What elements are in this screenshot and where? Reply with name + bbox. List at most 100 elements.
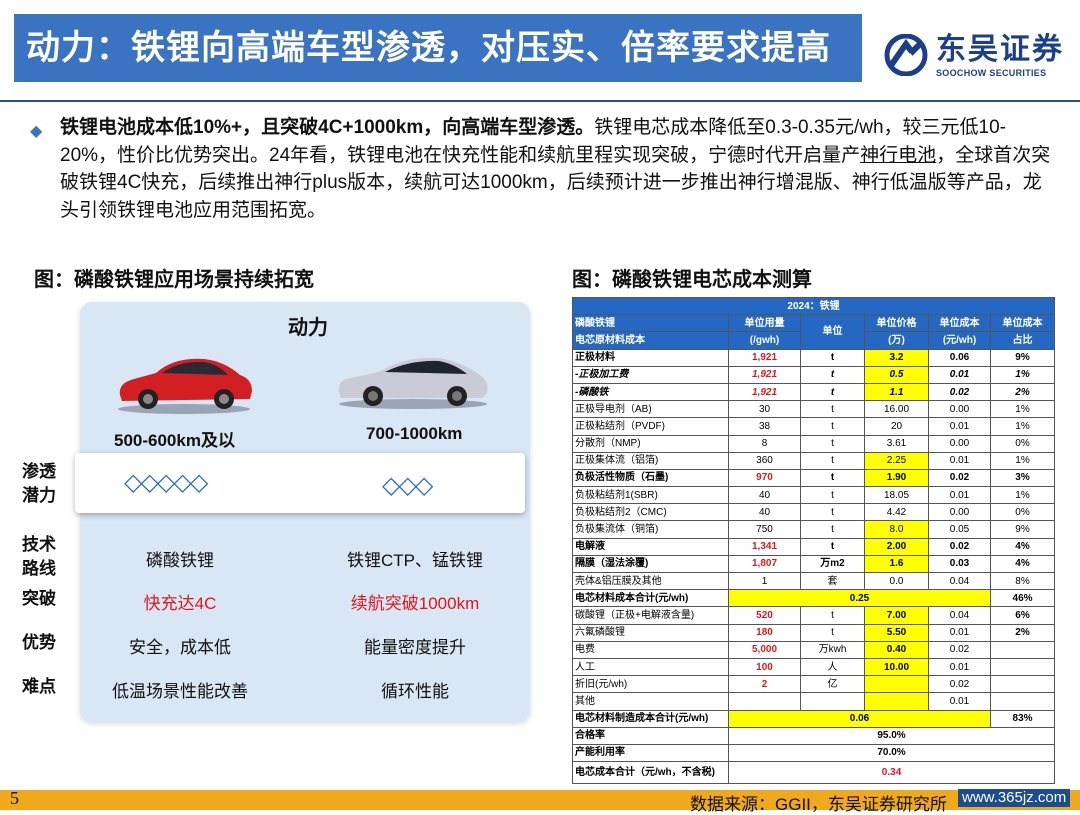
summary-bold: 铁锂电池成本低10%+，且突破4C+1000km，向高端车型渗透。	[60, 117, 595, 138]
share-cell	[989, 692, 1056, 711]
total-label: 电芯成本合计（元/wh，不含税)	[572, 761, 729, 785]
price-cell: 0.0	[864, 571, 929, 591]
advantage-1: 安全，成本低	[129, 638, 231, 657]
yield-label: 合格率	[572, 726, 729, 745]
price-cell: 3.2	[864, 348, 929, 367]
table-row: 电费 5,000 万kwh 0.40 0.02	[572, 640, 1056, 659]
cost-cell: 0.02	[928, 382, 991, 402]
silver-car-icon	[338, 357, 488, 409]
logo-mark-icon	[884, 34, 928, 76]
tech-route-1: 磷酸铁锂	[146, 551, 214, 570]
item-cell: 负极粘结剂1(SBR)	[572, 486, 729, 505]
logo-name-en: SOOCHOW SECURITIES	[936, 68, 1047, 78]
cost-cell: 0.05	[928, 520, 991, 539]
table-row: 正极材料 1,921 t 3.2 0.06 9%	[572, 348, 1056, 367]
share-cell: 3%	[989, 468, 1056, 488]
panel-title: 动力	[288, 317, 328, 339]
utilization-value: 70.0%	[727, 743, 1056, 763]
car2-range-label: 700-1000km	[366, 424, 463, 443]
cost-cell: 0.01	[928, 365, 991, 384]
page-number: 5	[10, 788, 19, 808]
penetration-band	[75, 453, 525, 513]
usage-cell: 750	[728, 520, 801, 539]
unit-cell: t	[800, 382, 865, 402]
cost-cell: 0.01	[928, 692, 991, 711]
item-cell: 电费	[572, 640, 729, 659]
cost-cell: 0.00	[928, 434, 991, 453]
usage-cell: 1,921	[728, 382, 801, 402]
car1-range-label: 500-600km及以下	[114, 431, 235, 450]
usage-cell: 2	[728, 675, 801, 694]
table-row: 六氟磷酸锂 180 t 5.50 0.01 2%	[572, 623, 1056, 642]
unit-cell	[800, 692, 865, 711]
unit-cell: t	[800, 348, 865, 367]
usage-cell: 40	[728, 486, 801, 505]
cost-cell: 0.04	[928, 571, 991, 591]
utilization-label: 产能利用率	[572, 743, 729, 763]
usage-cell: 40	[728, 503, 801, 522]
table-row: 负极粘结剂2（CMC) 40 t 4.42 0.00 0%	[572, 503, 1056, 522]
usage-cell: 520	[728, 606, 801, 625]
col-header-usage-sub: (/gwh)	[728, 331, 801, 350]
cost-cell: 0.01	[928, 417, 991, 436]
yield-value: 95.0%	[727, 726, 1056, 745]
cost-cell: 0.01	[928, 451, 991, 470]
item-cell: 六氟磷酸锂	[572, 623, 729, 642]
share-cell: 0%	[989, 503, 1056, 522]
subtotal1-pct: 46%	[989, 589, 1056, 608]
usage-cell: 1	[728, 571, 801, 591]
share-cell	[989, 657, 1056, 677]
watermark: www.365jz.com	[958, 789, 1071, 807]
item-cell: 碳酸锂（正极+电解液含量)	[572, 606, 729, 625]
price-cell: 8.0	[864, 520, 929, 539]
share-cell: 1%	[989, 417, 1056, 436]
share-cell: 1%	[989, 486, 1056, 505]
table-row: -磷酸铁 1,921 t 1.1 0.02 2%	[572, 382, 1056, 402]
breakthrough-2: 续航突破1000km	[350, 594, 480, 613]
page-title: 动力：铁锂向高端车型渗透，对压实、倍率要求提高	[14, 14, 862, 82]
col-header-share-sub: 占比	[989, 331, 1056, 350]
table-row: 正极集体流（铝箔) 360 t 2.25 0.01 1%	[572, 451, 1056, 470]
item-cell: 负极活性物质（石墨)	[572, 468, 729, 488]
unit-cell: t	[800, 486, 865, 505]
table-row: 负极集流体（铜箔) 750 t 8.0 0.05 9%	[572, 520, 1056, 539]
table-row: 碳酸锂（正极+电解液含量) 520 t 7.00 0.04 6%	[572, 606, 1056, 625]
footer-bar	[0, 790, 1080, 810]
cost-cell: 0.03	[928, 554, 991, 574]
unit-cell: t	[800, 365, 865, 384]
share-cell: 1%	[989, 365, 1056, 384]
cost-cell: 0.01	[928, 623, 991, 642]
unit-cell: 万m2	[800, 554, 865, 574]
price-cell: 20	[864, 417, 929, 436]
col-header-share: 单位成本	[989, 314, 1056, 333]
unit-cell: 万kwh	[800, 640, 865, 659]
usage-cell: 30	[728, 400, 801, 419]
summary-link[interactable]: 神行电池	[860, 144, 937, 166]
item-cell: 负极粘结剂2（CMC)	[572, 503, 729, 522]
cost-cell: 0.06	[928, 348, 991, 367]
share-cell: 2%	[989, 623, 1056, 642]
row-label-tech: 技术路线	[22, 535, 56, 578]
subtotal1-value: 0.25	[728, 589, 991, 608]
cost-cell: 0.00	[928, 400, 991, 419]
summary-text-2: ，全球首次突破铁锂4C快充，后续推出神行plus版本，续航可达1000km，后续…	[60, 144, 1051, 221]
table-row: 负极粘结剂1(SBR) 40 t 18.05 0.01 1%	[572, 486, 1056, 505]
cost-cell: 0.04	[928, 606, 991, 625]
unit-cell: t	[800, 537, 865, 556]
unit-cell: t	[800, 400, 865, 419]
table-row: 折旧(元/wh) 2 亿 0.02	[572, 675, 1056, 694]
advantage-2: 能量密度提升	[364, 638, 466, 657]
unit-cell: 亿	[800, 675, 865, 694]
usage-cell: 100	[728, 657, 801, 677]
share-cell: 1%	[989, 451, 1056, 470]
company-logo: 东吴证券 SOOCHOW SECURITIES	[884, 32, 1074, 80]
price-cell: 4.42	[864, 503, 929, 522]
cost-cell: 0.01	[928, 657, 991, 677]
price-cell: 18.05	[864, 486, 929, 505]
item-cell: 壳体&铝压膜及其他	[572, 571, 729, 591]
subtotal2-value: 0.06	[728, 709, 991, 728]
item-cell: -正极加工费	[572, 365, 729, 384]
unit-cell: t	[800, 606, 865, 625]
table-row: 电解液 1,341 t 2.00 0.02 4%	[572, 537, 1056, 556]
table-row: 隔膜（湿法涂覆) 1,807 万m2 1.6 0.03 4%	[572, 554, 1056, 574]
